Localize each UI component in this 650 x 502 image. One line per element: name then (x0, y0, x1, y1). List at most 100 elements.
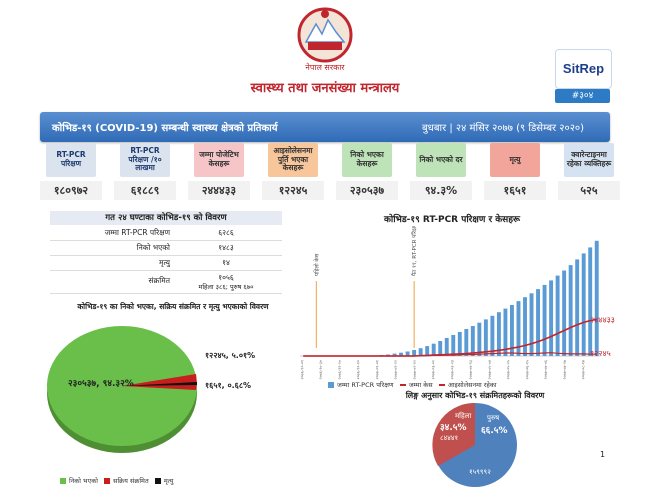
bar-tests (542, 284, 547, 356)
bar-tests (523, 297, 527, 356)
tests-cases-chart: २४४४३३ १२२४५ पहिलो केस पैत ११, RT-PCR परिक्… (299, 226, 615, 380)
bar-tests (425, 346, 430, 356)
card-value: २४४४३३ (188, 181, 250, 200)
card-value: ६१८८९ (114, 181, 176, 200)
bar-tests (412, 350, 417, 356)
bar-tests (510, 305, 514, 356)
legend-swatch-recovered (60, 478, 66, 484)
male-label: पुरुष (487, 414, 500, 422)
report-banner: कोभिड-१९ (COVID-19) सम्बन्धी स्वास्थ्य क… (40, 112, 610, 142)
table-row: मृत्यु १४ (50, 256, 282, 271)
card-label: क्वारेन्टाइनमा रहेका व्यक्तिहरू (564, 143, 614, 177)
banner-title: कोभिड-१९ (COVID-19) सम्बन्धी स्वास्थ्य क… (52, 123, 278, 134)
legend-active: सक्रिय संक्रमित (113, 477, 149, 485)
bar-tests (549, 280, 554, 356)
bar-tests (392, 353, 397, 356)
pie-label-recovered: २३०५३७, ९४.३२% (68, 379, 134, 389)
outcome-pie-chart: २३०५३७, ९४.३२% १२२४५, ५.०१% १६५१, ०.६८% (47, 326, 255, 453)
x-tick-label: २०७७-०५-०४ (487, 360, 492, 380)
legend-tests: जम्मा RT-PCR परिक्षण (337, 381, 394, 389)
card-label: RT-PCR परिक्षण (46, 143, 96, 177)
row-label: जम्मा RT-PCR परिक्षण (104, 228, 170, 237)
pie-title: कोभिड-१९ का निको भएका, सक्रिय संक्रमित र… (77, 302, 269, 311)
gender-pie-chart: महिला ३४.५% ८४४४१ पुरुष ६६.५% १५९९९२ (432, 402, 517, 487)
bar-tests (399, 352, 404, 356)
legend-swatch-tests (328, 382, 334, 388)
bar-tests (503, 308, 508, 356)
pie-label-deaths: १६५१, ०.६८% (205, 381, 251, 390)
pie-slice-deaths (122, 382, 198, 386)
bar-tests (581, 253, 586, 356)
x-tick-label: २०७७-०३-२३ (449, 360, 454, 380)
x-tick-label: २०७७-०८-१७ (581, 360, 586, 380)
female-label: महिला (455, 411, 471, 420)
card-value: १२२४५ (262, 181, 324, 200)
card-value: २३०५३७ (336, 181, 398, 200)
card-label: मृत्यु (490, 143, 540, 177)
x-tick-label: २०७६-१०-०९ (299, 360, 304, 380)
bar-tests (418, 348, 423, 356)
chart-legend: जम्मा RT-PCR परिक्षण जम्मा केस आइसोलेसनम… (328, 380, 497, 389)
bar-tests (464, 329, 469, 356)
report-date: बुधबार | २४ मंसिर २०७७ (९ डिसेम्बर २०२०) (421, 123, 584, 134)
male-pct: ६६.५% (481, 426, 507, 436)
bar-tests (405, 351, 410, 356)
line-isolation (303, 352, 597, 357)
annotation-label: पैत ११, RT-PCR परिक्षण (411, 226, 418, 276)
x-tick-label: २०७७-०६-१५ (524, 360, 529, 380)
pie-slice-active (122, 374, 197, 390)
legend-cases: जम्मा केस (408, 381, 433, 389)
table-row: जम्मा RT-PCR परिक्षण ६२८६ (50, 226, 282, 241)
legend-swatch-isolation (438, 384, 445, 386)
pie-legend: निको भएको सक्रिय संक्रमित मृत्यु (60, 476, 173, 485)
x-tick-label: २०७७-०५-२५ (506, 360, 511, 380)
card-value: १८०९७२ (40, 181, 102, 200)
row-label: संक्रमित (148, 276, 170, 285)
x-tick-label: २०७६-११-२० (337, 360, 342, 380)
row-value: १४ (222, 258, 230, 267)
chart-title: कोभिड-१९ RT-PCR परिक्षण र केसहरू (383, 215, 521, 225)
end-label-cases: २४४४३३ (590, 315, 615, 324)
bar-tests (529, 293, 534, 356)
x-tick-label: २०७६-१२-१० (356, 360, 361, 380)
row-value: १४८३ (218, 243, 234, 252)
row-label: निको भएको (136, 243, 170, 252)
x-tick-label: २०७७-०७-०६ (543, 360, 548, 380)
legend-swatch-cases (399, 384, 406, 386)
table-row: संक्रमित १०५६ महिला ३८६; पुरुष ६७० (50, 271, 282, 294)
ministry-title: स्वास्थ्य तथा जनसंख्या मन्त्रालय (250, 81, 400, 96)
card-value: १६५१ (484, 181, 546, 200)
x-tick-label: २०७७-०३-०२ (431, 360, 436, 380)
table-row: निको भएको १४८३ (50, 241, 282, 256)
x-tick-label: २०७६-१०-३० (318, 360, 323, 380)
annotation-label: पहिलो केस (313, 253, 320, 276)
gender-title: लिङ्ग अनुसार कोभिड-१९ संक्रमितहरूको विवर… (405, 391, 545, 400)
bar-tests (483, 319, 488, 356)
page-number: 1 (600, 450, 606, 459)
government-label: नेपाल सरकार (305, 63, 345, 72)
bar-tests (451, 335, 456, 356)
male-count: १५९९९२ (469, 468, 491, 476)
female-count: ८४४४१ (440, 434, 458, 442)
bar-tests (588, 247, 593, 356)
bar-tests (594, 240, 599, 356)
last24-title: गत २४ घण्टाका कोभिड-१९ को विवरण (50, 211, 282, 225)
pie-label-active: १२२४५, ५.०१% (205, 351, 255, 360)
nepal-emblem-logo (297, 7, 353, 63)
card-label: आइसोलेसनमा पुर्ति भएका केसहरू (268, 143, 318, 177)
card-label: जम्मा पोजेटिभ केसहरू (194, 143, 244, 177)
bar-tests (568, 265, 573, 356)
bar-tests (562, 270, 567, 356)
bar-tests (490, 315, 495, 356)
x-tick-label: २०७७-०१-२२ (393, 360, 398, 380)
bar-tests (536, 289, 540, 356)
bar-tests (431, 343, 436, 356)
card-value: ५२५ (558, 181, 620, 200)
female-pct: ३४.५% (440, 423, 466, 433)
bar-tests (555, 275, 560, 356)
row-value: ६२८६ (218, 228, 234, 237)
card-label: निको भएका केसहरू (342, 143, 392, 177)
legend-swatch-active (104, 478, 111, 484)
legend-isolation: आइसोलेसनमा रहेका (447, 381, 497, 389)
bar-tests (438, 341, 443, 356)
